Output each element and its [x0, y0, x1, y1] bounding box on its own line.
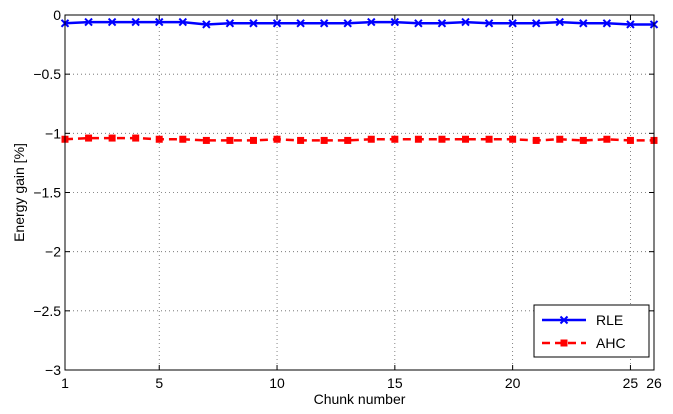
rle-point: [84, 17, 93, 27]
rle-series-line: [64, 20, 654, 26]
legend-box: [533, 304, 650, 358]
series-layer: [60, 17, 659, 144]
ahc-point: [626, 136, 634, 144]
x-tick-label: 20: [505, 375, 521, 391]
y-tick-label: 0: [53, 7, 61, 23]
ahc-point: [462, 135, 470, 143]
ahc-point: [249, 136, 257, 144]
x-tick-label: 26: [646, 375, 662, 391]
rle-point: [461, 17, 470, 27]
x-tick-label: 10: [269, 375, 285, 391]
ahc-point: [603, 135, 611, 143]
ahc-point: [85, 134, 93, 142]
ahc-point: [226, 136, 234, 144]
ahc-point: [509, 135, 517, 143]
rle-point: [155, 17, 164, 27]
rle-point: [531, 19, 541, 28]
rle-point: [296, 19, 305, 28]
x-tick-label: 1: [61, 375, 69, 391]
ahc-point: [485, 135, 493, 143]
legend-label-ahc: AHC: [596, 335, 626, 351]
rle-point: [579, 19, 588, 28]
ahc-point: [108, 134, 116, 142]
y-tick-label: −2: [45, 244, 61, 260]
rle-point: [367, 17, 376, 27]
ahc-point: [532, 136, 540, 144]
x-tick-label: 15: [387, 375, 403, 391]
rle-point: [249, 19, 258, 28]
ahc-point: [202, 136, 210, 144]
ahc-point: [344, 136, 352, 144]
y-tick-label: −2.5: [33, 303, 61, 319]
rle-point: [626, 20, 635, 29]
rle-point: [319, 19, 329, 28]
rle-point: [559, 315, 569, 325]
rle-point: [555, 17, 564, 27]
x-tick-label: 25: [623, 375, 639, 391]
ahc-point: [179, 135, 187, 143]
y-tick-label: −0.5: [33, 66, 61, 82]
rle-point: [343, 19, 352, 28]
ahc-point: [556, 135, 564, 143]
rle-point: [414, 19, 423, 28]
ahc-point: [132, 134, 140, 142]
rle-point: [202, 20, 211, 29]
rle-point: [508, 19, 517, 28]
rle-point: [437, 19, 447, 28]
rle-point: [131, 17, 140, 27]
rle-point: [484, 19, 494, 28]
axis-ticks: 1 5 10 15 20 25 260−0.5−1−1.5−2−2.5−3: [33, 7, 662, 391]
ahc-point: [155, 135, 163, 143]
ahc-point: [273, 135, 281, 143]
ahc-point: [438, 135, 446, 143]
ahc-point: [320, 136, 328, 144]
y-tick-label: −1: [45, 125, 61, 141]
rle-point: [390, 17, 400, 27]
ahc-point: [414, 135, 422, 143]
y-tick-label: −3: [45, 362, 61, 378]
ahc-point: [579, 136, 587, 144]
ahc-series-line: [64, 136, 654, 142]
ahc-point: [367, 135, 375, 143]
ahc-point: [560, 339, 568, 347]
ahc-point: [391, 135, 399, 143]
x-axis-label: Chunk number: [314, 391, 406, 407]
y-tick-label: −1.5: [33, 185, 61, 201]
rle-point: [107, 17, 117, 27]
y-axis-label: Energy gain [%]: [11, 143, 27, 242]
ahc-point: [297, 136, 305, 144]
rle-point: [602, 19, 612, 28]
rle-point: [225, 19, 235, 28]
legend-label-rle: RLE: [596, 312, 623, 328]
x-tick-label: 5: [155, 375, 163, 391]
rle-point: [272, 19, 282, 28]
legend: RLE AHC: [533, 304, 650, 358]
rle-point: [178, 17, 188, 27]
